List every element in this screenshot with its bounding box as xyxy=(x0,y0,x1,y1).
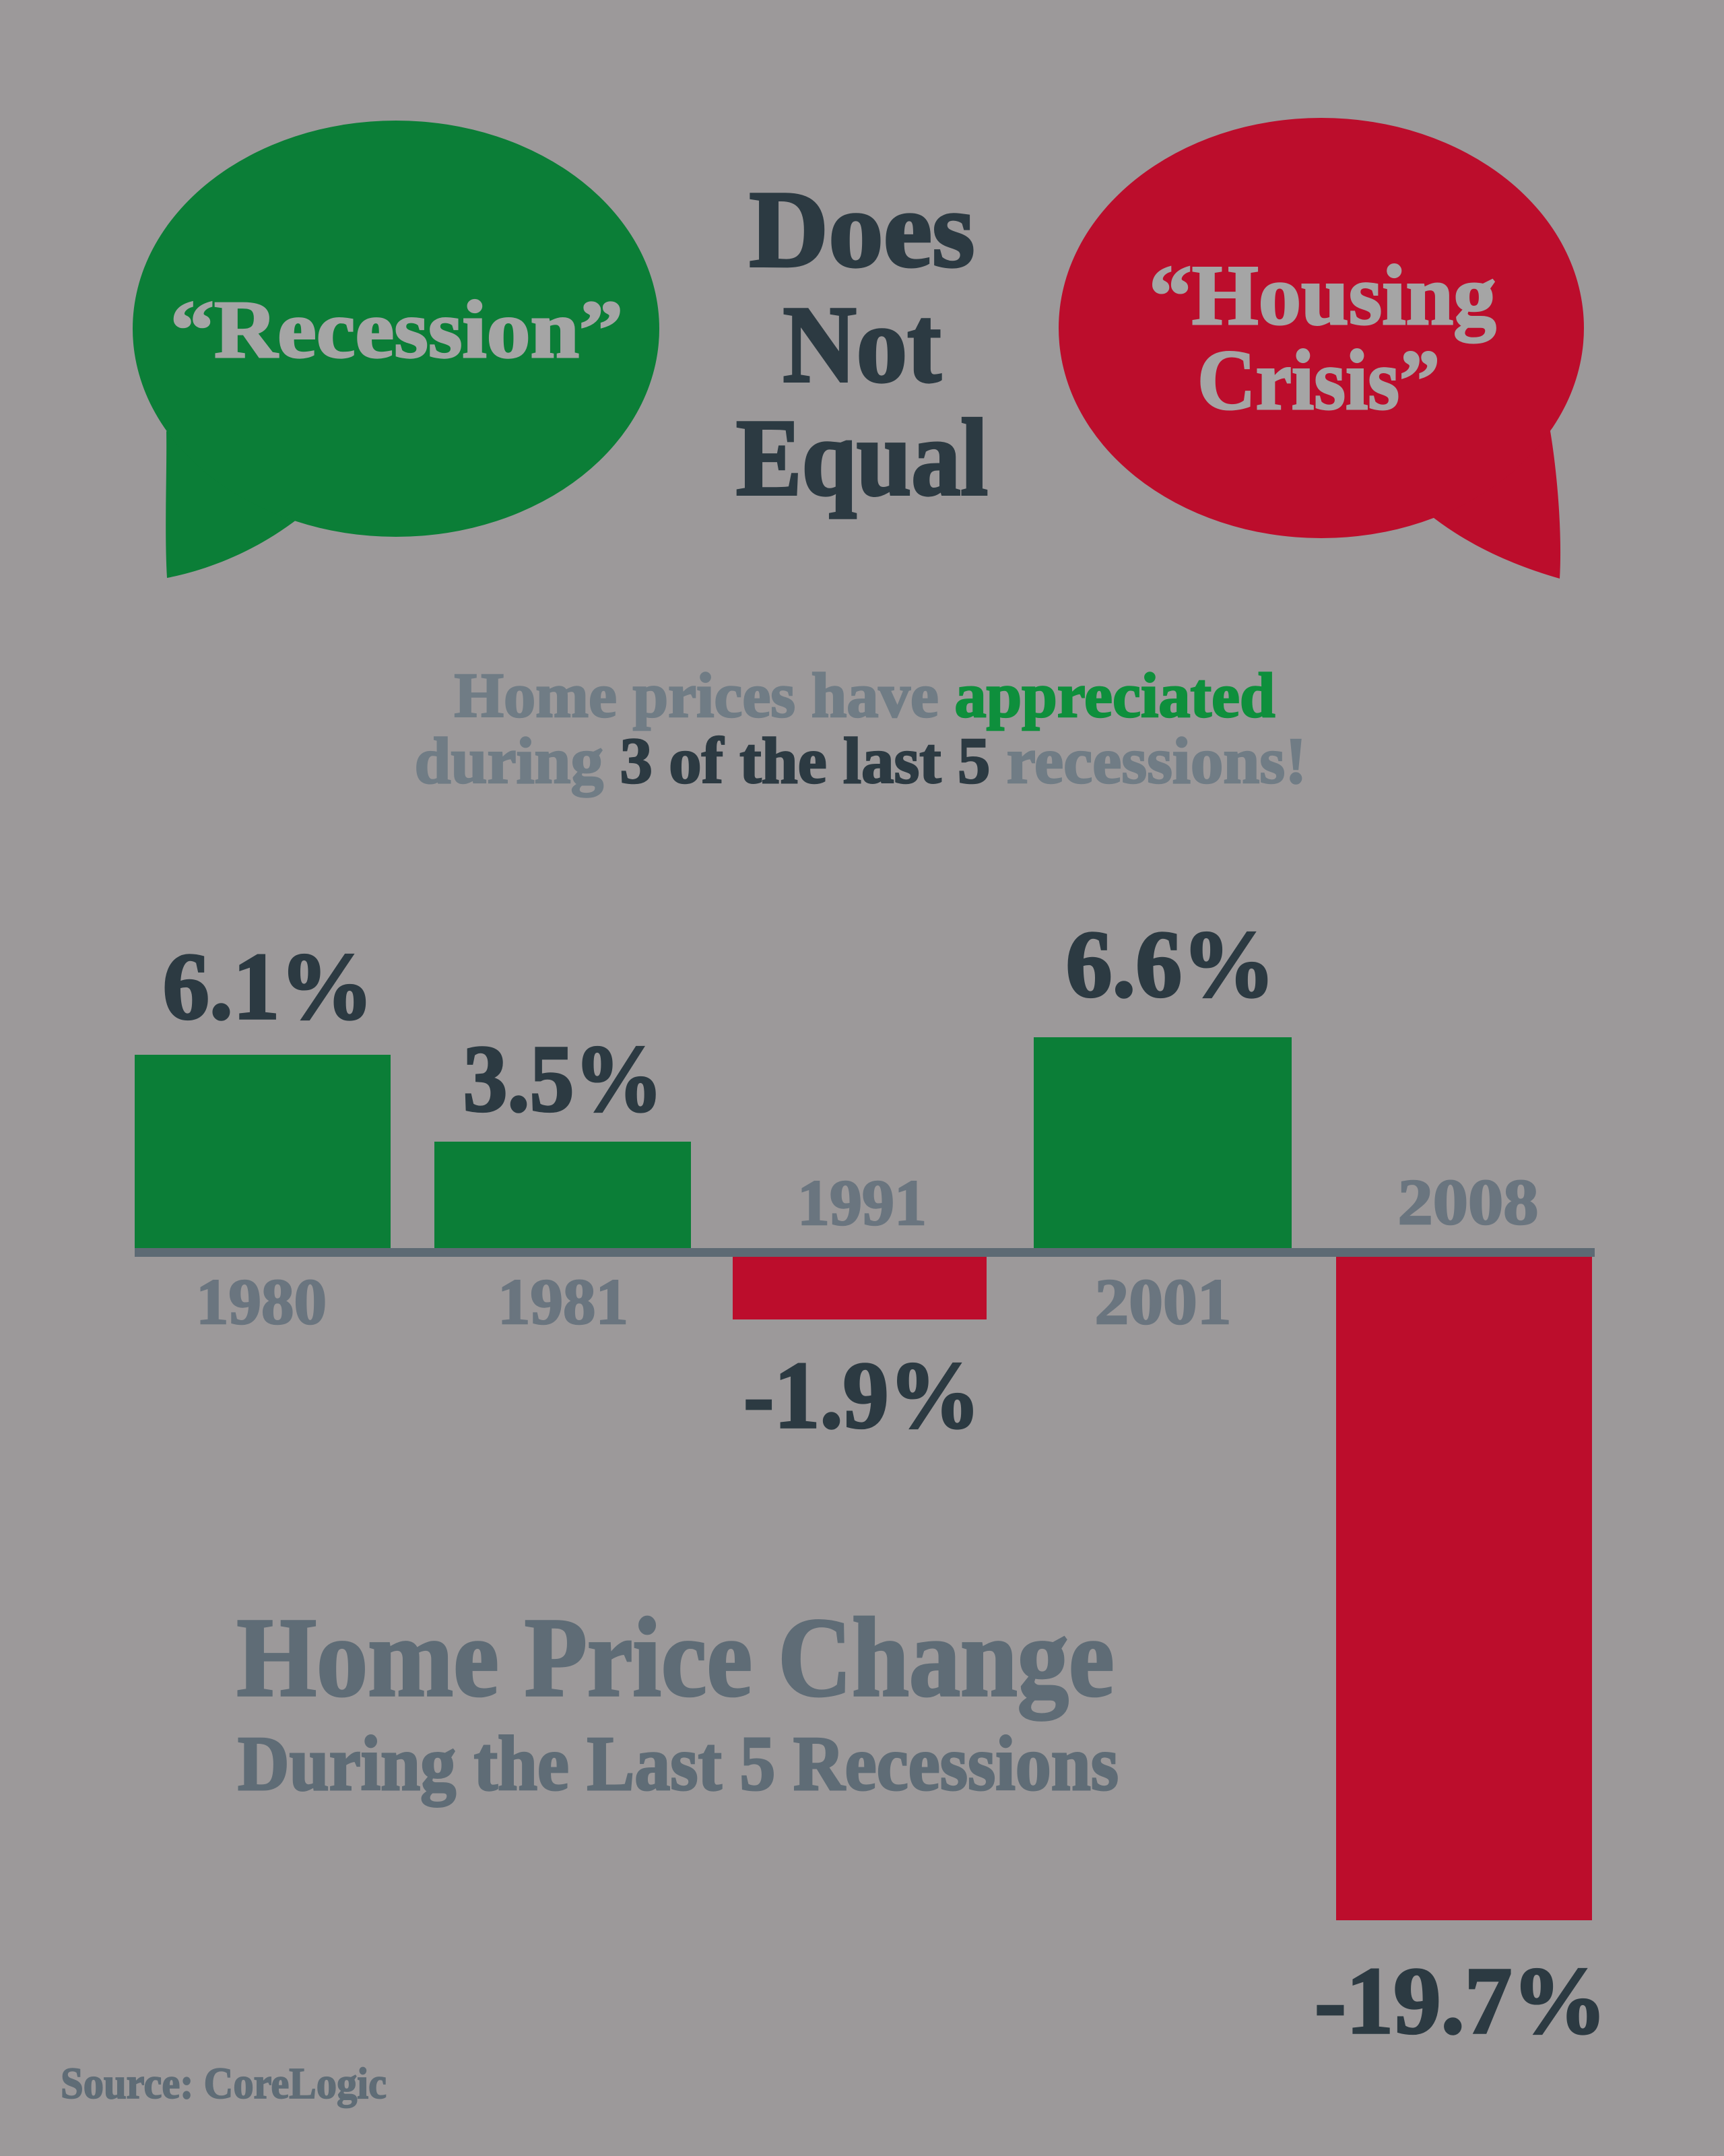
svg-text:2001: 2001 xyxy=(1095,1266,1232,1338)
svg-text:Not: Not xyxy=(783,284,941,405)
svg-text:“Housing: “Housing xyxy=(1149,249,1496,343)
svg-text:“Recession”: “Recession” xyxy=(170,284,623,375)
svg-text:Home prices have appreciated: Home prices have appreciated xyxy=(455,661,1275,731)
svg-text:Does: Does xyxy=(750,169,975,290)
svg-text:6.1%: 6.1% xyxy=(163,933,374,1039)
svg-text:6.6%: 6.6% xyxy=(1066,911,1275,1017)
svg-text:1991: 1991 xyxy=(797,1167,927,1239)
svg-text:3.5%: 3.5% xyxy=(463,1025,663,1132)
svg-text:1981: 1981 xyxy=(498,1266,628,1338)
svg-text:Crisis”: Crisis” xyxy=(1197,333,1440,428)
svg-text:Equal: Equal xyxy=(736,397,988,519)
svg-text:2008: 2008 xyxy=(1398,1166,1539,1238)
svg-text:1980: 1980 xyxy=(196,1266,327,1338)
svg-text:Source: CoreLogic: Source: CoreLogic xyxy=(61,2059,387,2108)
svg-text:during 3 of the last 5 recessi: during 3 of the last 5 recessions! xyxy=(415,725,1307,797)
svg-text:During the Last 5 Recessions: During the Last 5 Recessions xyxy=(238,1721,1119,1806)
svg-text:-19.7%: -19.7% xyxy=(1315,1947,1607,2054)
svg-text:Home Price Change: Home Price Change xyxy=(237,1595,1115,1720)
svg-text:-1.9%: -1.9% xyxy=(743,1342,981,1448)
